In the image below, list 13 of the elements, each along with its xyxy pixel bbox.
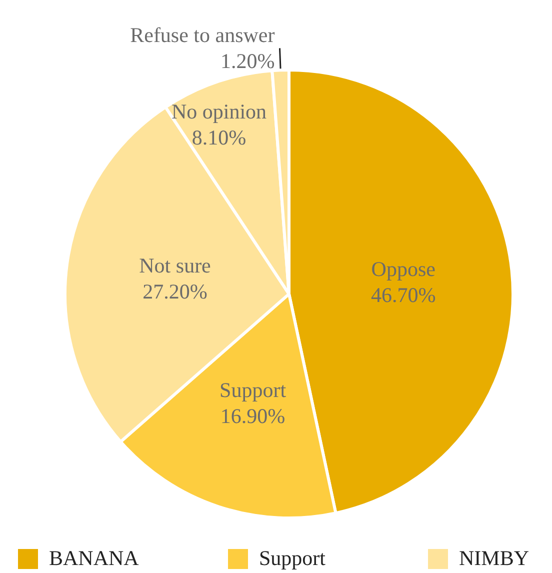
data-label: 1.20%: [220, 49, 275, 74]
slice-label: Refuse to answer: [130, 23, 275, 48]
data-label: 8.10%: [192, 125, 246, 150]
data-label: 27.20%: [142, 280, 208, 304]
slice-label: Support: [220, 378, 286, 402]
slice-label: Oppose: [371, 256, 436, 281]
text: BANANA: [49, 546, 139, 571]
text: Support: [259, 546, 326, 571]
data-label: 46.70%: [370, 282, 436, 307]
data-label: 16.90%: [220, 404, 286, 428]
text: NIMBY: [459, 546, 530, 571]
slice-label: Not sure: [139, 254, 211, 278]
slice-label: No opinion: [171, 99, 268, 124]
